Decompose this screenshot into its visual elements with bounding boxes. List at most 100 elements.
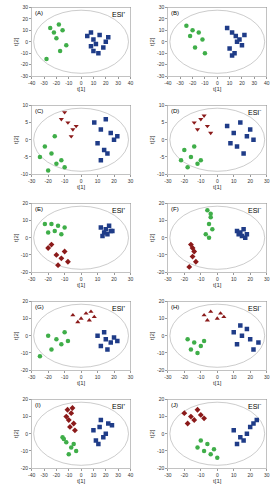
svg-text:20: 20 — [247, 472, 253, 478]
svg-text:10: 10 — [159, 102, 165, 108]
svg-text:-10: -10 — [65, 472, 72, 478]
svg-text:(B): (B) — [171, 10, 179, 16]
svg-text:20: 20 — [111, 178, 117, 184]
svg-text:(F): (F) — [171, 206, 179, 212]
svg-text:0: 0 — [80, 178, 83, 184]
svg-text:10: 10 — [23, 315, 29, 321]
svg-text:-30: -30 — [28, 178, 35, 184]
svg-text:0: 0 — [161, 39, 164, 45]
svg-text:30: 30 — [128, 178, 134, 184]
svg-text:-20: -20 — [21, 465, 28, 471]
svg-text:5: 5 — [161, 119, 164, 125]
svg-text:0: 0 — [161, 235, 164, 241]
svg-text:t[1]: t[1] — [213, 380, 222, 386]
svg-text:(J): (J) — [171, 402, 178, 408]
svg-text:ESI⁺: ESI⁺ — [112, 207, 126, 214]
svg-text:40: 40 — [128, 80, 134, 86]
svg-text:10: 10 — [23, 102, 29, 108]
svg-text:10: 10 — [91, 472, 97, 478]
svg-text:t[1]: t[1] — [213, 86, 222, 92]
svg-text:(D): (D) — [171, 108, 179, 114]
svg-text:-20: -20 — [181, 374, 188, 380]
svg-text:10: 10 — [95, 178, 101, 184]
svg-text:20: 20 — [159, 298, 165, 304]
svg-text:20: 20 — [103, 472, 109, 478]
svg-text:30: 30 — [264, 276, 270, 282]
svg-text:-40: -40 — [28, 472, 35, 478]
svg-text:-10: -10 — [21, 350, 28, 356]
svg-text:(C): (C) — [35, 108, 43, 114]
svg-text:-20: -20 — [21, 367, 28, 373]
svg-text:0: 0 — [216, 80, 219, 86]
svg-text:t[1]: t[1] — [77, 380, 86, 386]
svg-text:t[1]: t[1] — [77, 478, 86, 484]
svg-text:10: 10 — [23, 413, 29, 419]
svg-text:0: 0 — [25, 333, 28, 339]
svg-text:-20: -20 — [157, 465, 164, 471]
svg-text:0: 0 — [80, 472, 83, 478]
svg-text:20: 20 — [159, 200, 165, 206]
svg-text:20: 20 — [23, 16, 29, 22]
svg-text:0: 0 — [216, 374, 219, 380]
svg-text:10: 10 — [23, 27, 29, 33]
svg-text:10: 10 — [95, 374, 101, 380]
svg-text:t[1]: t[1] — [213, 282, 222, 288]
svg-text:ESI⁺: ESI⁺ — [112, 305, 126, 312]
svg-text:-10: -10 — [61, 374, 68, 380]
svg-text:-30: -30 — [157, 73, 164, 79]
svg-text:30: 30 — [115, 472, 121, 478]
svg-text:30: 30 — [115, 80, 121, 86]
svg-text:10: 10 — [231, 472, 237, 478]
svg-text:0: 0 — [25, 235, 28, 241]
svg-text:-10: -10 — [61, 276, 68, 282]
svg-text:ESI⁺: ESI⁺ — [112, 403, 126, 410]
svg-text:0: 0 — [25, 431, 28, 437]
svg-text:-5: -5 — [160, 154, 165, 160]
svg-text:(E): (E) — [35, 206, 43, 212]
svg-text:20: 20 — [247, 276, 253, 282]
svg-text:t[2]: t[2] — [13, 37, 19, 46]
svg-text:0: 0 — [161, 431, 164, 437]
svg-text:10: 10 — [95, 276, 101, 282]
svg-text:-30: -30 — [28, 374, 35, 380]
svg-text:30: 30 — [264, 472, 270, 478]
svg-text:-30: -30 — [28, 276, 35, 282]
svg-text:-10: -10 — [21, 171, 28, 177]
svg-text:t[2]: t[2] — [13, 429, 19, 438]
svg-text:ESI⁻: ESI⁻ — [248, 109, 262, 116]
svg-text:ESI⁺: ESI⁺ — [112, 11, 126, 18]
svg-text:-20: -20 — [181, 276, 188, 282]
svg-text:-20: -20 — [21, 269, 28, 275]
svg-text:10: 10 — [227, 80, 233, 86]
svg-text:t[2]: t[2] — [149, 429, 155, 438]
svg-text:0: 0 — [161, 137, 164, 143]
svg-text:-20: -20 — [53, 80, 60, 86]
svg-text:-20: -20 — [21, 61, 28, 67]
svg-text:-10: -10 — [21, 50, 28, 56]
svg-text:10: 10 — [159, 217, 165, 223]
svg-text:-10: -10 — [21, 448, 28, 454]
svg-text:-20: -20 — [45, 374, 52, 380]
svg-text:-30: -30 — [164, 472, 171, 478]
svg-text:(H): (H) — [171, 304, 179, 310]
svg-text:20: 20 — [23, 396, 29, 402]
svg-text:ESI⁻: ESI⁻ — [248, 207, 262, 214]
svg-text:-10: -10 — [61, 178, 68, 184]
svg-text:40: 40 — [128, 472, 134, 478]
svg-text:t[2]: t[2] — [13, 331, 19, 340]
svg-text:ESI⁻: ESI⁻ — [248, 403, 262, 410]
svg-text:-10: -10 — [157, 252, 164, 258]
svg-text:0: 0 — [25, 137, 28, 143]
svg-text:10: 10 — [159, 315, 165, 321]
svg-text:20: 20 — [247, 374, 253, 380]
svg-text:10: 10 — [231, 178, 237, 184]
svg-text:-30: -30 — [40, 80, 47, 86]
svg-text:-10: -10 — [197, 374, 204, 380]
svg-text:-10: -10 — [201, 80, 208, 86]
svg-text:-20: -20 — [157, 61, 164, 67]
svg-text:-40: -40 — [164, 80, 171, 86]
svg-text:-20: -20 — [45, 276, 52, 282]
svg-text:t[1]: t[1] — [77, 282, 86, 288]
svg-text:t[1]: t[1] — [213, 184, 222, 190]
svg-text:0: 0 — [216, 472, 219, 478]
